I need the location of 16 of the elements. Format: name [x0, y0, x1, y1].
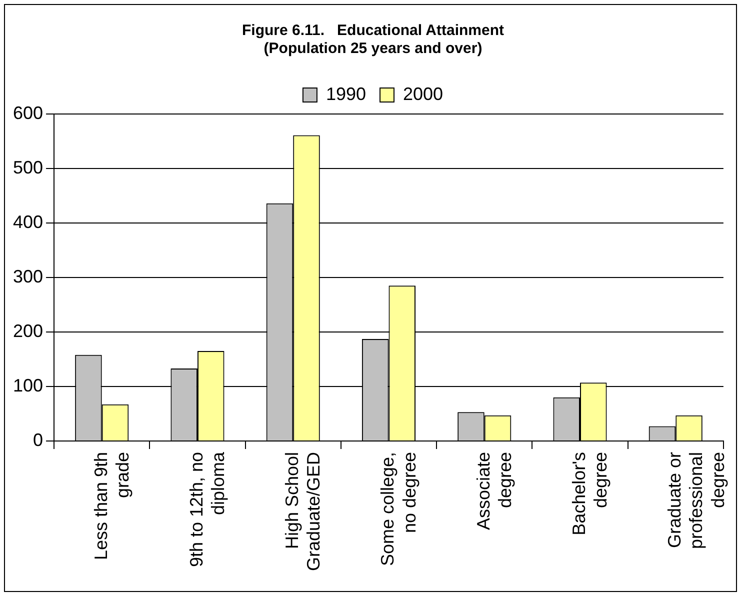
- y-tick-label: 600: [12, 102, 44, 123]
- y-tick-label: 0: [33, 430, 44, 450]
- chart-title: Figure 6.11. Educational Attainment (Population 25 years and over): [242, 22, 504, 58]
- y-tick-label: 100: [12, 375, 44, 396]
- x-tick-label: Some college, no degree: [378, 452, 420, 566]
- legend-label: 1990: [326, 84, 366, 104]
- x-tick-label: 9th to 12th, no diploma: [186, 450, 228, 568]
- y-tick-label: 500: [12, 157, 44, 178]
- y-tick-label: 200: [12, 320, 44, 341]
- x-tick-label: Bachelor's degree: [568, 452, 611, 536]
- legend-label: 2000: [403, 84, 444, 104]
- y-tick-label: 400: [12, 212, 44, 232]
- x-tick-label: Less than 9th grade: [90, 452, 132, 560]
- x-tick-label: Associate degree: [473, 452, 515, 530]
- y-tick-label: 300: [12, 266, 44, 286]
- x-tick-label: Graduate or professional degree: [664, 452, 728, 550]
